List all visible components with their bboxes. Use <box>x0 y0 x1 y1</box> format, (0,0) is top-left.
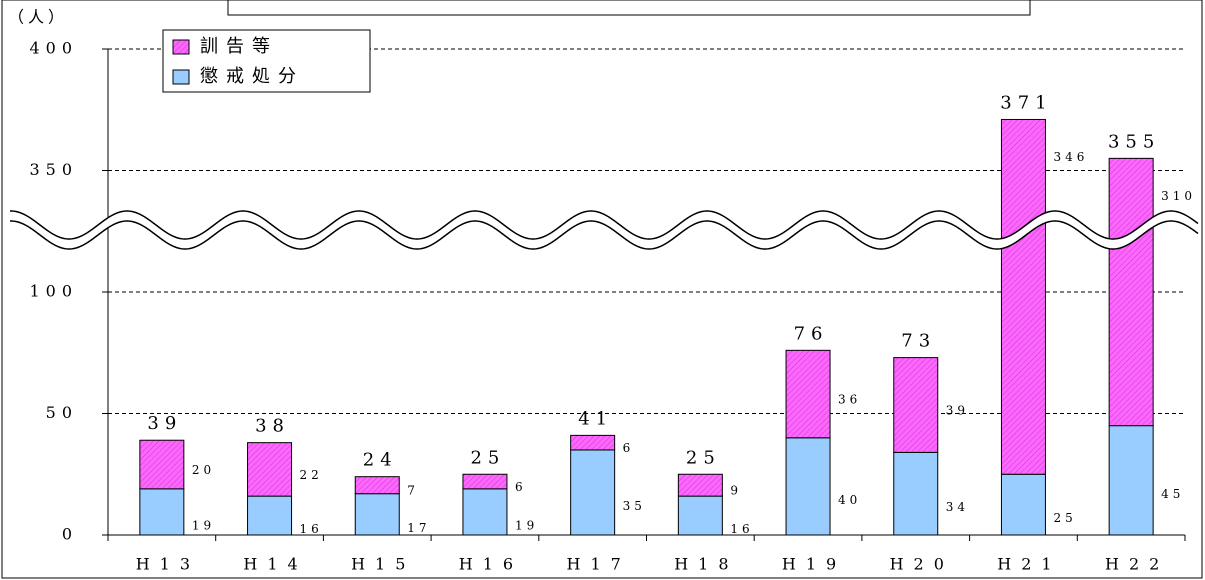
segment-label: 310 <box>1161 189 1196 203</box>
segment-label: 346 <box>1053 150 1088 164</box>
total-label: 25 <box>470 447 505 468</box>
bar-segment <box>139 439 185 490</box>
total-label: 38 <box>255 416 290 437</box>
y-tick-label: 400 <box>29 39 78 58</box>
legend-swatch <box>172 39 190 55</box>
segment-label: 16 <box>730 522 753 536</box>
segment-label: 36 <box>838 393 861 407</box>
legend-box <box>162 29 371 93</box>
bar-segment <box>785 437 831 536</box>
bar-segment <box>1000 118 1046 475</box>
segment-label: 22 <box>300 468 323 482</box>
total-label: 355 <box>1108 131 1160 152</box>
bar-segment <box>462 473 508 490</box>
y-tick-label: 0 <box>62 525 78 544</box>
segment-label: 16 <box>300 522 323 536</box>
bar-segment <box>462 488 508 536</box>
total-label: 24 <box>363 450 398 471</box>
total-label: 371 <box>1000 92 1052 113</box>
x-tick-label: H14 <box>243 555 307 574</box>
bar-segment <box>354 493 400 536</box>
y-tick-label: 100 <box>29 282 78 301</box>
bar-segment <box>1000 473 1046 536</box>
x-tick-label: H19 <box>782 555 846 574</box>
bar-segment <box>354 476 400 495</box>
x-tick-label: H21 <box>997 555 1061 574</box>
segment-label: 19 <box>192 518 215 532</box>
total-label: 73 <box>901 331 936 352</box>
y-tick-label: 350 <box>29 160 78 179</box>
segment-label: 6 <box>515 480 527 494</box>
bar-segment <box>247 495 293 536</box>
x-tick-label: H18 <box>674 555 738 574</box>
y-axis-label: （人） <box>8 8 68 27</box>
segment-label: 25 <box>1053 511 1076 525</box>
legend-swatch <box>172 69 190 85</box>
x-tick-label: H15 <box>351 555 415 574</box>
segment-label: 6 <box>623 441 635 455</box>
x-tick-label: H16 <box>459 555 523 574</box>
x-tick-label: H17 <box>566 555 630 574</box>
segment-label: 7 <box>407 484 419 498</box>
title-box <box>227 0 1031 16</box>
x-tick-label: H22 <box>1105 555 1169 574</box>
bar-segment <box>677 473 723 497</box>
total-label: 41 <box>578 408 613 429</box>
axis-break <box>10 211 1198 249</box>
total-label: 76 <box>794 323 829 344</box>
segment-label: 34 <box>946 500 969 514</box>
bar-segment <box>1108 157 1154 427</box>
segment-label: 17 <box>407 521 430 535</box>
x-tick-label: H13 <box>136 555 200 574</box>
segment-label: 40 <box>838 493 861 507</box>
bar-segment <box>1108 425 1154 536</box>
bar-segment <box>677 495 723 536</box>
bar-segment <box>893 357 939 453</box>
bar-segment <box>893 451 939 536</box>
axis-break-line <box>10 210 1199 240</box>
segment-label: 35 <box>623 499 646 513</box>
segment-label: 45 <box>1161 487 1184 501</box>
x-tick-label: H20 <box>890 555 954 574</box>
axis-break-line <box>10 220 1199 250</box>
bar-segment <box>570 434 616 451</box>
bar-segment <box>785 349 831 439</box>
segment-label: 20 <box>192 463 215 477</box>
total-label: 25 <box>686 447 721 468</box>
segment-label: 19 <box>515 518 538 532</box>
legend-label: 懲戒処分 <box>200 66 304 87</box>
bar-segment <box>570 449 616 536</box>
bar-segment <box>247 442 293 497</box>
segment-label: 39 <box>946 403 969 417</box>
segment-label: 9 <box>730 484 742 498</box>
y-tick-label: 50 <box>46 403 78 422</box>
legend-label: 訓告等 <box>200 36 278 57</box>
bar-segment <box>139 488 185 536</box>
total-label: 39 <box>147 413 182 434</box>
